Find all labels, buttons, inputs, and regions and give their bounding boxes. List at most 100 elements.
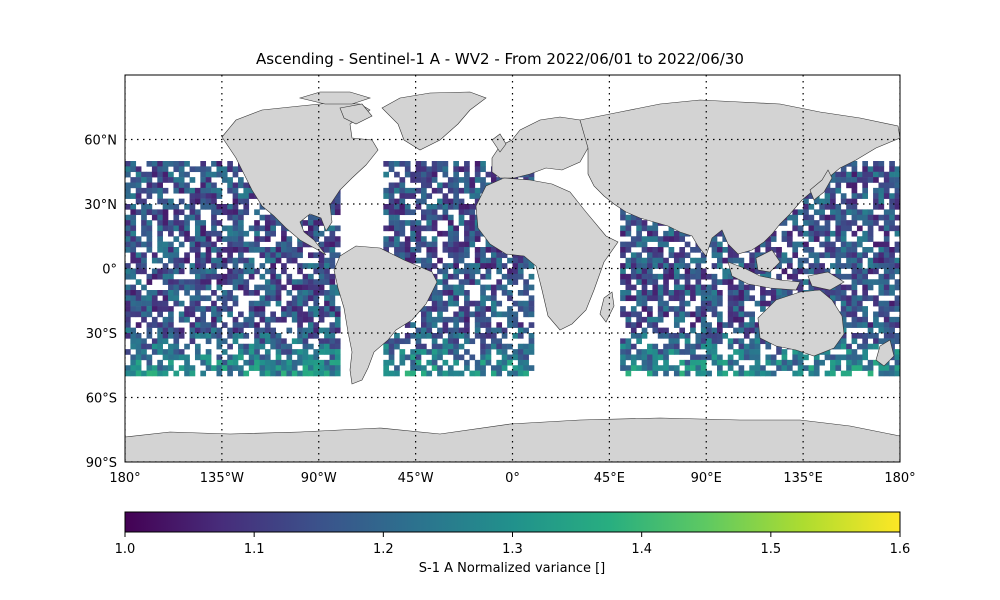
variance-cell [189,322,196,328]
variance-cell [162,161,169,167]
variance-cell [447,187,454,194]
variance-cell [130,290,137,296]
variance-cell [652,220,659,226]
variance-cell [254,290,260,296]
variance-cell [711,338,718,345]
variance-cell [469,177,476,183]
variance-cell [426,209,433,216]
variance-cell [125,161,131,167]
variance-cell [797,354,804,361]
variance-cell [151,171,158,178]
variance-cell [297,247,303,253]
variance-cell [727,343,734,350]
variance-cell [630,343,637,350]
variance-cell [480,295,486,302]
variance-cell [873,333,879,339]
variance-cell [840,171,847,178]
variance-cell [819,214,825,221]
variance-cell [824,198,831,205]
variance-cell [168,220,174,226]
variance-cell [307,343,314,350]
variance-cell [173,290,180,296]
variance-cell [248,311,255,318]
variance-cell [824,193,831,199]
variance-cell [501,263,508,269]
variance-cell [889,214,895,221]
variance-cell [480,359,486,366]
variance-cell [668,343,675,350]
variance-cell [738,306,745,312]
variance-cell [270,316,276,323]
variance-cell [496,257,503,264]
variance-cell [673,311,680,318]
variance-cell [329,338,336,345]
variance-cell [162,198,169,205]
variance-cell [275,365,282,371]
variance-cell [211,182,217,189]
variance-cell [743,295,750,302]
variance-cell [334,290,341,296]
variance-cell [426,204,433,210]
variance-cell [404,322,411,328]
variance-cell [151,209,158,216]
variance-cell [862,161,869,167]
variance-cell [668,263,675,269]
variance-cell [329,209,336,216]
variance-cell [846,225,852,232]
variance-cell [232,257,239,264]
variance-cell [464,322,470,328]
variance-cell [490,306,497,312]
landmass-australia [757,289,845,357]
variance-cell [668,252,675,259]
variance-cell [835,225,842,232]
variance-cell [695,268,702,275]
variance-cell [302,273,309,280]
variance-cell [291,359,298,366]
variance-cell [722,236,729,242]
variance-cell [883,279,890,285]
variance-cell [189,177,196,183]
variance-cell [657,295,664,302]
variance-cell [383,236,390,242]
variance-cell [883,327,890,334]
variance-cell [329,311,336,318]
variance-cell [437,204,443,210]
variance-cell [200,171,207,178]
variance-cell [334,327,341,334]
variance-cell [189,365,196,371]
variance-cell [819,198,825,205]
variance-cell [458,247,465,253]
variance-cell [270,295,276,302]
variance-cell [830,209,836,216]
variance-cell [754,338,761,345]
variance-cell [275,220,282,226]
variance-cell [404,220,411,226]
variance-cell [851,230,858,237]
variance-cell [630,322,637,328]
variance-cell [485,322,492,328]
variance-cell [453,316,459,323]
variance-cell [889,370,895,377]
variance-cell [727,295,734,302]
variance-cell [388,220,395,226]
variance-cell [657,247,664,253]
variance-cell [889,204,895,210]
variance-cell [700,268,707,275]
variance-cell [216,209,223,216]
variance-cell [883,311,890,318]
variance-cell [684,370,691,377]
variance-cell [259,316,266,323]
variance-cell [178,365,185,371]
variance-cell [437,182,443,189]
variance-cell [125,365,131,371]
variance-cell [168,359,174,366]
variance-cell [141,306,147,312]
variance-cell [297,311,303,318]
variance-cell [324,300,330,307]
variance-cell [168,349,174,355]
variance-cell [673,333,680,339]
variance-cell [431,214,438,221]
variance-cell [894,349,900,355]
variance-cell [695,263,702,269]
variance-cell [168,306,174,312]
